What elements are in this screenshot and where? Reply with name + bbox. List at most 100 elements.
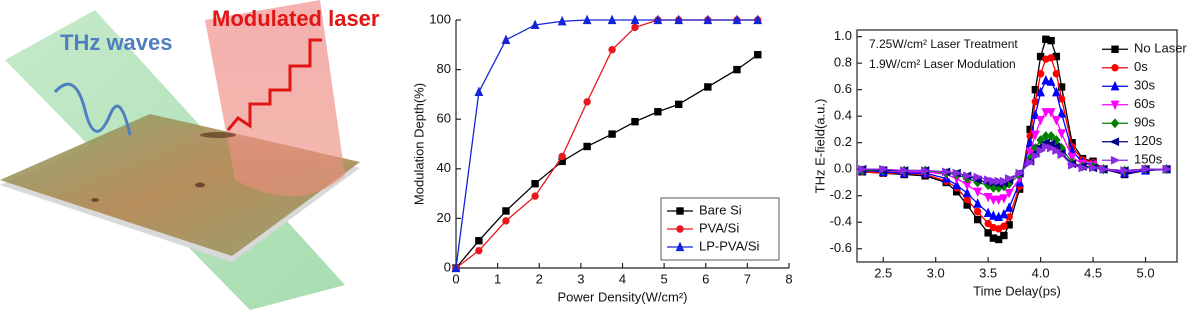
marker [474,86,484,97]
legend-label: PVA/Si [699,220,739,235]
marker [1041,142,1052,152]
illustration-label: Modulated laser [212,6,380,31]
marker [1078,163,1088,173]
marker [475,237,483,245]
marker [704,83,712,91]
x-tick-label: 4.0 [1032,265,1050,280]
marker [879,164,889,174]
marker [1110,80,1120,91]
marker [1000,231,1008,240]
marker [994,235,1003,244]
marker [753,14,763,25]
marker [1036,86,1045,97]
legend-label: Bare Si [699,202,742,217]
marker [1057,83,1066,91]
marker [1046,143,1057,153]
marker [952,179,962,190]
marker [558,152,566,161]
marker [983,207,993,218]
marker [582,14,592,25]
marker [1067,160,1078,170]
marker [531,179,539,188]
marker [1120,166,1130,175]
marker [607,14,617,25]
marker [631,23,639,32]
marker [1036,146,1046,156]
marker [1004,188,1014,199]
marker [1110,118,1120,129]
marker [531,192,539,200]
series-line [862,135,1167,189]
marker [1046,131,1056,142]
marker [1052,146,1062,156]
marker [1030,130,1040,141]
marker [674,14,684,25]
legend-label: 120s [1134,133,1163,148]
marker [989,210,998,220]
series-line [862,111,1167,201]
y-tick-label: -0.2 [830,187,852,202]
legend-label: 90s [1134,115,1155,130]
marker [989,176,999,186]
marker [994,195,1004,206]
y-tick-label: 0.4 [834,108,852,123]
legend: No Laser 0s 30s 60s 90s 120s 150s [1102,41,1187,167]
marker [733,65,741,74]
marker [1067,153,1077,163]
marker [1141,164,1151,174]
marker [654,108,662,116]
x-tick-label: 2 [536,271,543,286]
x-tick-label: 5.0 [1136,265,1154,280]
x-tick-label: 4.5 [1084,265,1102,280]
marker [1031,85,1040,94]
marker [1031,151,1041,161]
marker [952,168,963,178]
y-tick-label: 0.2 [834,134,852,149]
spot [91,198,99,202]
y-tick-label: 40 [437,160,451,175]
marker [1036,70,1045,78]
marker [676,225,684,233]
marker [973,215,982,224]
marker [1051,86,1061,97]
marker [963,171,973,181]
marker [1000,222,1008,230]
marker [1036,116,1045,126]
marker [1111,45,1119,53]
x-tick-label: 8 [785,271,792,286]
marker [1057,129,1066,139]
x-tick-label: 5 [661,271,668,286]
marker [1110,100,1120,111]
marker [630,14,640,25]
marker [999,208,1009,219]
marker [973,207,982,216]
marker [1111,64,1119,72]
legend: Bare Si PVA/Si LP-PVA/Si [660,197,780,261]
spot [195,182,205,188]
marker [1026,158,1036,167]
x-axis-label: Time Delay(ps) [973,283,1061,298]
marker [973,172,984,182]
thz-wave [53,82,132,136]
marker [608,130,616,138]
y-tick-label: 0.8 [834,55,852,70]
y-tick-label: -0.4 [830,214,852,229]
y-tick-label: 20 [437,210,451,225]
y-axis-label: Modulation Depth(%) [411,83,426,205]
annotation: 7.25W/cm² Laser Treatment [869,37,1018,51]
marker [1099,164,1109,174]
marker [984,219,992,228]
marker [1057,108,1066,118]
marker [631,117,639,126]
marker [451,262,461,273]
marker [1057,150,1067,159]
x-tick-label: 2.5 [874,265,892,280]
marker [858,164,868,174]
marker [1088,163,1099,173]
marker [674,100,683,109]
y-tick-label: 80 [437,61,451,76]
x-axis-label: Power Density(W/cm²) [557,289,687,304]
x-tick-label: 1 [494,271,501,286]
marker [475,246,483,255]
legend-label: 30s [1134,78,1155,93]
